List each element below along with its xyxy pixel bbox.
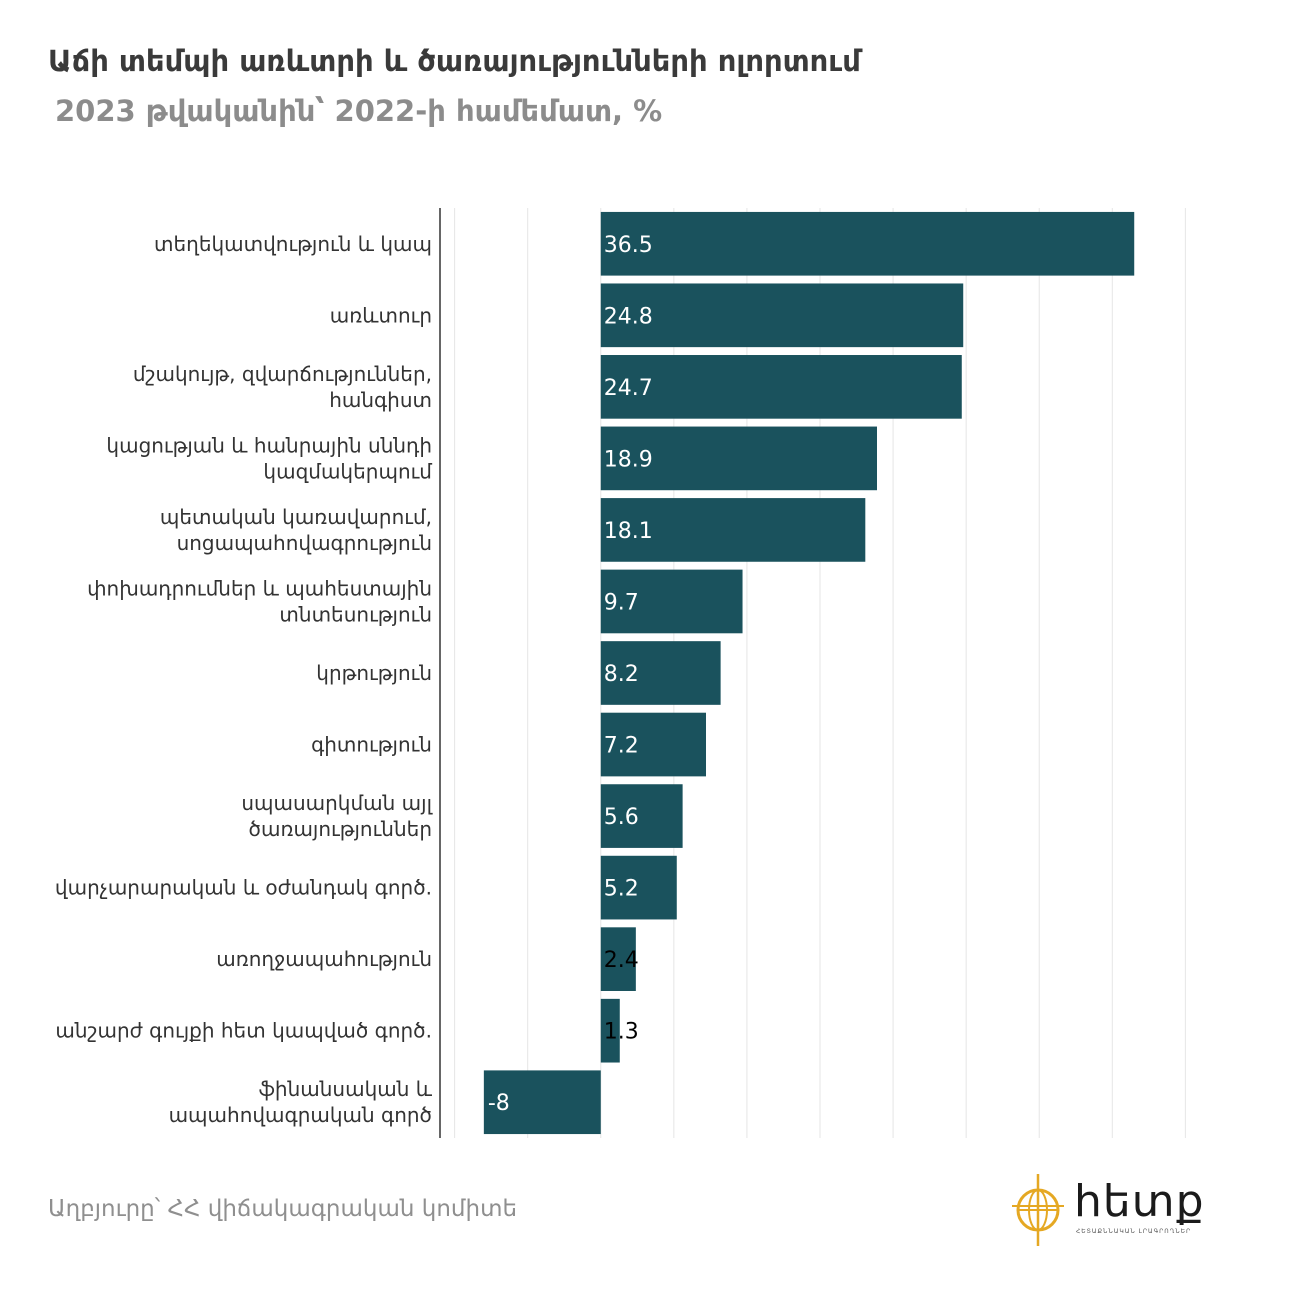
data-label: 5.2 — [604, 877, 639, 902]
category-labels: տեղեկատվություն և կապ առևտուր մշակույթ, զվ… — [55, 232, 434, 1127]
bar — [600, 426, 877, 491]
data-label: 9.7 — [604, 590, 639, 615]
bar — [600, 998, 620, 1063]
data-label: 36.5 — [604, 233, 653, 258]
data-label: 7.2 — [604, 734, 639, 759]
data-label: -8 — [488, 1091, 510, 1116]
data-label: 24.8 — [604, 304, 653, 329]
category-label: հանգիստ — [329, 388, 432, 412]
category-label: անշարժ գույքի հետ կապված գործ. — [55, 1019, 432, 1043]
hetq-logo[interactable]: հետք ՀԵՏԱՔՆՆԱԿԱՆ ԼՐԱԳՐՈՂՆԵՐ — [1010, 1170, 1210, 1250]
category-label: փոխադրումներ և պահեստային — [87, 576, 432, 600]
category-label: կացության և հանրային սննդի — [106, 433, 432, 457]
chart-title: Աճի տեմպի առևտրի և ծառայությունների ոլոր… — [48, 44, 861, 78]
category-label: կազմակերպում — [263, 459, 432, 483]
category-label: ապահովագրական գործ — [169, 1103, 432, 1127]
data-label: 1.3 — [604, 1020, 639, 1045]
bar — [600, 784, 683, 848]
data-label: 5.6 — [604, 805, 639, 830]
bar — [600, 927, 636, 991]
bar-chart: 36.5 24.8 24.7 18.9 18.1 9.7 8.2 7.2 5.6 5.2 2.4 1.… — [55, 208, 1186, 1138]
category-label: պետական կառավարում, — [160, 505, 432, 529]
category-label: ծառայություններ — [249, 817, 432, 841]
category-label: ֆինանսական և — [259, 1077, 433, 1101]
data-labels: 36.5 24.8 24.7 18.9 18.1 9.7 8.2 7.2 5.6 5.2 2.4 1.… — [488, 233, 653, 1116]
logo-wordmark: հետք — [1074, 1176, 1205, 1227]
gridlines — [454, 208, 1186, 1138]
category-label: գիտություն — [311, 733, 432, 757]
category-label: սոցապահովագրություն — [177, 531, 432, 555]
logo-tagline: ՀԵՏԱՔՆՆԱԿԱՆ ԼՐԱԳՐՈՂՆԵՐ — [1076, 1228, 1192, 1235]
bar — [600, 498, 866, 562]
category-label: կրթություն — [316, 661, 432, 685]
bar — [483, 1070, 601, 1135]
bar — [600, 283, 964, 348]
bar — [600, 855, 677, 920]
bars — [483, 211, 1135, 1135]
category-label: տնտեսություն — [279, 602, 432, 626]
data-label: 24.7 — [604, 376, 653, 401]
category-label: սպասարկման այլ — [241, 791, 433, 815]
category-label: վարչարարական և օժանդակ գործ. — [55, 876, 432, 900]
data-label: 18.1 — [604, 519, 653, 544]
bar — [600, 641, 721, 705]
category-label: առողջապահություն — [216, 947, 432, 971]
globe-compass-icon — [1012, 1174, 1064, 1246]
bar — [600, 211, 1135, 276]
data-label: 18.9 — [604, 447, 653, 472]
bar — [600, 712, 706, 777]
category-label: առևտուր — [330, 303, 432, 327]
category-label: մշակույթ, զվարճություններ, — [133, 362, 432, 386]
bar — [600, 355, 962, 419]
data-label: 8.2 — [604, 662, 639, 687]
data-label: 2.4 — [604, 948, 639, 973]
category-label: տեղեկատվություն և կապ — [154, 232, 432, 256]
bar — [600, 569, 743, 634]
chart-subtitle: 2023 թվականին՝ 2022-ի համեմատ, % — [55, 94, 663, 128]
source-note: Աղբյուրը՝ ՀՀ վիճակագրական կոմիտե — [48, 1196, 518, 1222]
